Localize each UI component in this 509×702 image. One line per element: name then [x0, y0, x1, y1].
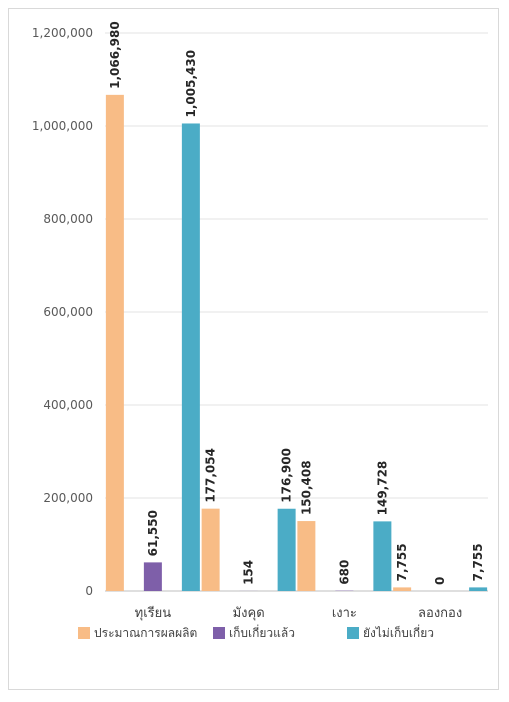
legend-label: ประมาณการผลผลิต [94, 626, 197, 640]
data-label: 61,550 [146, 510, 160, 556]
x-axis-categories: ทุเรียน มังคุด เงาะ ลองกอง [135, 605, 463, 621]
bar [297, 521, 316, 591]
legend: ประมาณการผลผลิต เก็บเกี่ยวแล้ว ยังไม่เก็บเ… [78, 624, 434, 640]
category-label: ลองกอง [418, 606, 462, 621]
category-label: เงาะ [332, 606, 357, 621]
y-axis-ticks: 0 200,000 400,000 600,000 800,000 1,000,000 1,… [32, 26, 93, 598]
bars [105, 94, 488, 592]
bar [373, 521, 392, 591]
gridlines [105, 32, 488, 592]
y-tick-label: 1,000,000 [32, 119, 93, 133]
chart-frame [8, 8, 499, 690]
y-tick-label: 0 [85, 584, 93, 598]
bar [181, 123, 200, 592]
data-label: 1,066,980 [108, 21, 122, 89]
data-label: 177,054 [204, 448, 218, 503]
data-label: 1,005,430 [184, 50, 198, 118]
y-tick-label: 400,000 [43, 398, 93, 412]
category-label: มังคุด [233, 606, 265, 621]
y-tick-label: 800,000 [43, 212, 93, 226]
data-label: 0 [433, 577, 447, 585]
y-tick-label: 600,000 [43, 305, 93, 319]
data-label: 680 [337, 560, 351, 585]
data-label: 154 [242, 560, 256, 585]
category-label: ทุเรียน [135, 605, 172, 621]
bar [469, 587, 488, 591]
data-label: 7,755 [471, 543, 485, 581]
legend-swatch [78, 627, 90, 639]
bar [393, 587, 412, 591]
legend-swatch [347, 627, 359, 639]
y-tick-label: 200,000 [43, 491, 93, 505]
data-labels: 1,066,980 61,550 1,005,430 177,054 154 176,90… [108, 21, 485, 585]
data-label: 150,408 [299, 460, 313, 515]
bar [277, 508, 296, 591]
y-tick-label: 1,200,000 [32, 26, 93, 40]
legend-label: ยังไม่เก็บเกี่ยว [363, 624, 434, 640]
bar [105, 94, 124, 591]
bar [201, 508, 220, 591]
data-label: 176,900 [280, 448, 294, 503]
data-label: 149,728 [375, 461, 389, 516]
bar [143, 562, 162, 591]
data-label: 7,755 [395, 543, 409, 581]
legend-swatch [213, 627, 225, 639]
legend-label: เก็บเกี่ยวแล้ว [229, 624, 295, 640]
